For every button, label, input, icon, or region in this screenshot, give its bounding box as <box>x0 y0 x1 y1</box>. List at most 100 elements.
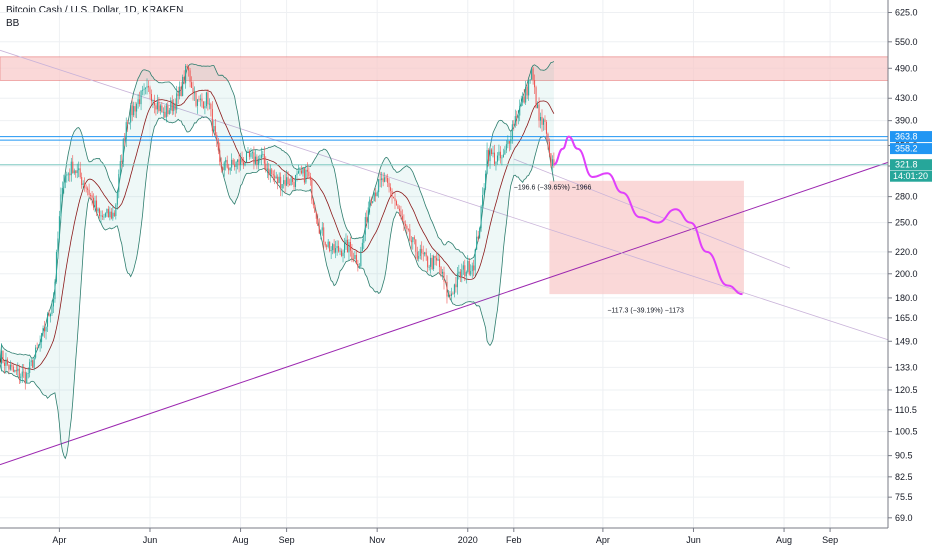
candle <box>20 376 22 379</box>
candle <box>250 153 252 157</box>
price-badge <box>890 131 932 143</box>
candle <box>158 102 160 112</box>
candle <box>501 157 503 159</box>
candle <box>38 344 40 348</box>
candle <box>133 106 135 116</box>
candle <box>253 152 255 164</box>
candle <box>39 342 41 345</box>
candle <box>373 192 375 202</box>
candle <box>428 266 430 268</box>
candle <box>369 199 371 208</box>
candle <box>513 124 515 126</box>
candle <box>514 116 516 126</box>
candle <box>42 328 44 334</box>
candle <box>421 248 423 254</box>
candle <box>260 154 262 159</box>
candle <box>296 173 298 175</box>
time-tick-label: Apr <box>52 535 66 545</box>
candle <box>24 372 26 383</box>
candle <box>477 236 479 239</box>
time-tick-label: Feb <box>506 535 522 545</box>
candle <box>49 314 52 317</box>
candle <box>357 263 359 268</box>
candle <box>449 294 451 296</box>
candle <box>370 199 372 203</box>
candle <box>535 87 537 109</box>
candle <box>471 265 473 272</box>
candle <box>149 87 151 95</box>
candle <box>297 171 299 174</box>
candle <box>101 215 103 217</box>
candle <box>78 168 80 171</box>
candle <box>303 168 305 183</box>
candle <box>32 360 34 368</box>
price-tick-label: 90.5 <box>895 451 913 461</box>
candle <box>452 293 454 295</box>
candle <box>283 180 285 185</box>
candle <box>229 167 231 171</box>
candle <box>498 151 500 156</box>
candle <box>311 180 313 201</box>
candle <box>537 104 539 109</box>
price-tick-label: 250.0 <box>895 218 918 228</box>
candle <box>97 208 99 212</box>
candle <box>66 174 68 176</box>
candle <box>122 138 124 162</box>
candle <box>280 176 282 189</box>
candle <box>528 80 530 96</box>
candle <box>440 267 442 274</box>
candle <box>201 98 203 102</box>
time-tick-label: Jun <box>143 535 158 545</box>
candle <box>244 162 246 166</box>
candle <box>458 271 460 274</box>
candle <box>526 86 528 96</box>
candle <box>485 173 487 189</box>
candle <box>91 195 93 198</box>
candle <box>474 249 476 271</box>
candle <box>284 180 286 186</box>
candles-layer <box>0 63 555 390</box>
candle <box>176 93 178 110</box>
candle <box>315 212 317 219</box>
candle <box>547 133 549 142</box>
candle <box>119 161 121 175</box>
candle <box>85 187 87 189</box>
candle <box>293 181 295 187</box>
candle <box>300 170 302 174</box>
candle <box>73 170 75 174</box>
descending-trendline <box>0 49 889 341</box>
candle <box>363 234 365 243</box>
candle <box>424 252 426 255</box>
candle <box>0 363 1 365</box>
candle <box>116 192 118 205</box>
price-tick-label: 180.0 <box>895 293 918 303</box>
target-box <box>549 180 744 295</box>
measure-annotation: −117.3 (−39.19%) −1173 <box>607 307 684 314</box>
candle <box>179 86 181 97</box>
candle <box>127 122 129 124</box>
candle <box>324 241 326 246</box>
ascending-trendline <box>0 158 899 466</box>
candle <box>103 216 105 218</box>
indicator-label[interactable]: BB <box>6 18 20 29</box>
candle <box>398 208 400 211</box>
candle <box>0 350 3 364</box>
candle <box>351 250 353 259</box>
candle <box>401 216 403 222</box>
candle <box>290 178 292 186</box>
candle <box>321 227 323 231</box>
candle <box>339 250 341 252</box>
candle <box>52 299 54 307</box>
candle <box>534 79 536 88</box>
candle <box>441 271 444 274</box>
candle <box>320 230 322 234</box>
candle <box>553 159 555 165</box>
candle <box>75 170 77 174</box>
candle <box>462 265 464 270</box>
candle <box>465 271 467 277</box>
candle <box>254 156 256 164</box>
candle <box>538 104 540 121</box>
candle <box>106 208 108 214</box>
candle <box>470 271 472 275</box>
